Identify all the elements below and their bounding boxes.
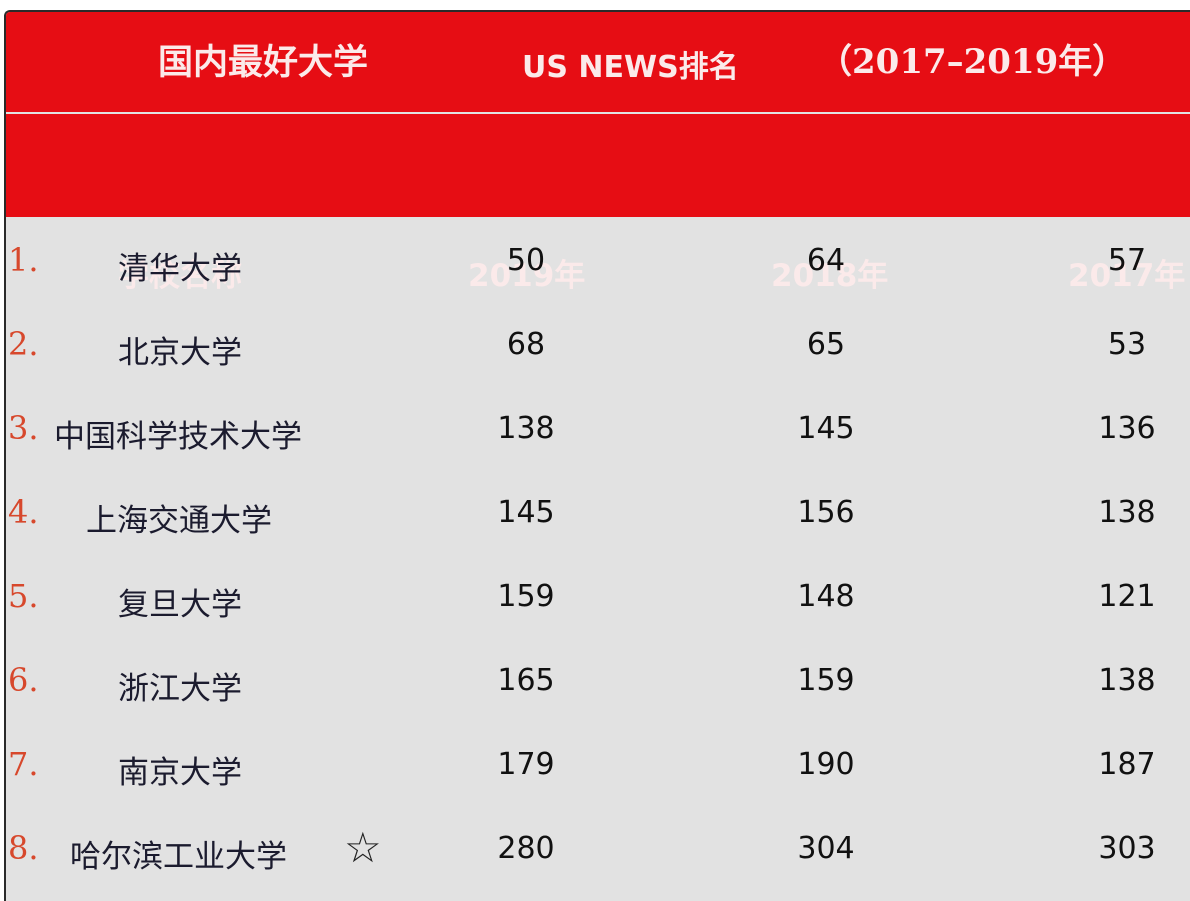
row-school-name: 上海交通大学: [86, 503, 272, 539]
row-value-2017: 53: [1107, 327, 1147, 362]
table-row: 6. 浙江大学 165 159 138: [6, 637, 1190, 721]
row-value-2017: 121: [1098, 579, 1156, 614]
row-value-2018: 64: [806, 243, 846, 278]
row-value-2018: 159: [797, 663, 855, 698]
row-value-2019: 68: [506, 327, 546, 362]
column-header-2019: 2019年: [468, 258, 586, 294]
row-rank: 3.: [8, 409, 39, 447]
row-school-name: 浙江大学: [118, 671, 242, 707]
column-header-2017: 2017年: [1068, 258, 1186, 294]
row-value-2018: 304: [797, 831, 855, 866]
table-subtitle-usnews: US NEWS排名: [522, 50, 739, 85]
row-rank: 8.: [8, 829, 39, 867]
table-row: 7. 南京大学 179 190 187: [6, 721, 1190, 805]
row-value-2017: 138: [1098, 663, 1156, 698]
row-school-name: 复旦大学: [118, 587, 242, 623]
row-school-name: 清华大学: [118, 251, 242, 287]
row-rank: 5.: [8, 577, 39, 615]
table-row: 5. 复旦大学 159 148 121: [6, 553, 1190, 637]
row-school-name: 南京大学: [118, 755, 242, 791]
title-bar: 国内最好大学 US NEWS排名 （2017–2019年）: [6, 12, 1190, 112]
row-value-2019: 165: [497, 663, 555, 698]
ranking-table: 国内最好大学 US NEWS排名 （2017–2019年） 学校名称 2019年…: [4, 10, 1190, 901]
row-value-2018: 148: [797, 579, 855, 614]
row-rank: 2.: [8, 325, 39, 363]
row-value-2019: 280: [497, 831, 555, 866]
row-value-2018: 190: [797, 747, 855, 782]
row-value-2019: 138: [497, 411, 555, 446]
row-value-2017: 303: [1098, 831, 1156, 866]
row-value-2019: 50: [506, 243, 546, 278]
row-value-2018: 156: [797, 495, 855, 530]
row-rank: 1.: [8, 241, 39, 279]
row-value-2017: 187: [1098, 747, 1156, 782]
row-school-name: 北京大学: [118, 335, 242, 371]
star-outline-icon: ☆: [344, 823, 382, 872]
table-body: 1. 清华大学 50 64 57 2. 北京大学 68 65 53 3. 中国科…: [6, 217, 1190, 889]
row-value-2019: 145: [497, 495, 555, 530]
row-value-2019: 179: [497, 747, 555, 782]
table-title: 国内最好大学: [158, 42, 369, 83]
row-value-2017: 57: [1107, 243, 1147, 278]
row-rank: 6.: [8, 661, 39, 699]
table-row: 8. 哈尔滨工业大学 ☆ 280 304 303: [6, 805, 1190, 889]
table-row: 2. 北京大学 68 65 53: [6, 301, 1190, 385]
row-school-name: 中国科学技术大学: [54, 419, 302, 455]
row-rank: 4.: [8, 493, 39, 531]
table-row: 1. 清华大学 50 64 57: [6, 217, 1190, 301]
row-value-2017: 136: [1098, 411, 1156, 446]
row-rank: 7.: [8, 745, 39, 783]
table-year-range: （2017–2019年）: [818, 42, 1127, 82]
row-school-name: 哈尔滨工业大学: [70, 839, 287, 875]
column-header-2018: 2018年: [771, 258, 889, 294]
table-row: 3. 中国科学技术大学 138 145 136: [6, 385, 1190, 469]
row-value-2019: 159: [497, 579, 555, 614]
row-value-2018: 145: [797, 411, 855, 446]
table-row: 4. 上海交通大学 145 156 138: [6, 469, 1190, 553]
row-value-2017: 138: [1098, 495, 1156, 530]
row-value-2018: 65: [806, 327, 846, 362]
column-header-school: 学校名称: [118, 258, 242, 294]
column-header-row: 学校名称 2019年 2018年 2017年: [6, 114, 1190, 294]
